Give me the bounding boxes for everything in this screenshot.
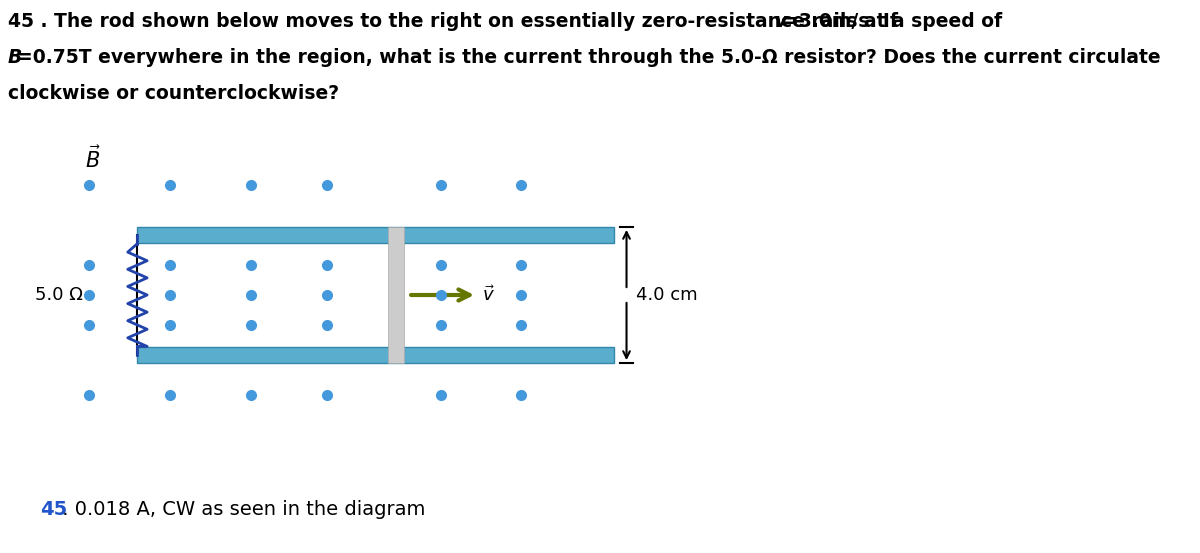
Text: clockwise or counterclockwise?: clockwise or counterclockwise? — [8, 84, 340, 103]
Text: =3.0m/s. If: =3.0m/s. If — [782, 12, 898, 31]
Polygon shape — [138, 227, 614, 243]
Text: 4.0 cm: 4.0 cm — [636, 286, 698, 304]
Text: . 0.018 A, CW as seen in the diagram: . 0.018 A, CW as seen in the diagram — [55, 500, 425, 519]
Text: =0.75T everywhere in the region, what is the current through the 5.0-Ω resistor?: =0.75T everywhere in the region, what is… — [17, 48, 1160, 67]
Polygon shape — [388, 227, 404, 363]
Text: $\vec{v}$: $\vec{v}$ — [482, 285, 494, 305]
Text: 45: 45 — [41, 500, 67, 519]
Text: B: B — [8, 48, 23, 67]
Text: $\vec{B}$: $\vec{B}$ — [85, 145, 101, 172]
Text: v: v — [775, 12, 787, 31]
Text: 45 . The rod shown below moves to the right on essentially zero-resistance rails: 45 . The rod shown below moves to the ri… — [8, 12, 1009, 31]
Text: 5.0 Ω: 5.0 Ω — [35, 286, 83, 304]
Polygon shape — [138, 347, 614, 363]
